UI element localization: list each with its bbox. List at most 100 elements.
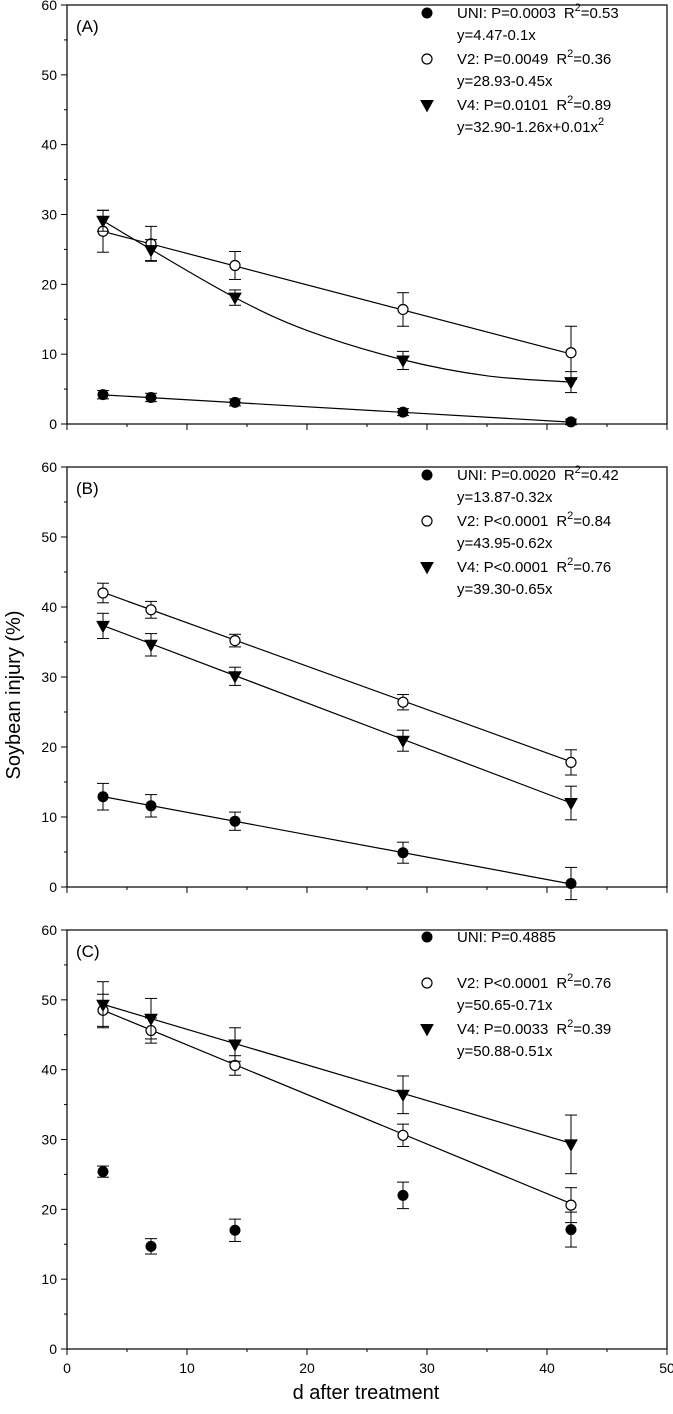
legend-marker-v2 [421,53,433,65]
data-point-uni [97,389,109,401]
fit-line-v4 [102,220,572,383]
y-tick-label: 60 [41,922,57,938]
data-point-uni [145,1240,157,1252]
fit-line-v2 [102,591,572,763]
y-tick-label: 0 [49,879,57,895]
x-tick-label: 20 [299,1360,315,1376]
data-point-v4 [228,671,242,684]
data-point-uni [145,391,157,403]
legend-text-v2: V2: P<0.0001 R2=0.84 [457,510,611,530]
y-tick-label: 60 [41,0,57,13]
data-point-v4 [96,215,110,229]
data-point-uni [229,396,241,408]
x-tick-label: 10 [179,1360,195,1376]
data-point-v2 [229,634,241,647]
fit-line-v4 [102,1003,572,1144]
data-point-v4 [144,639,158,653]
data-point-v4 [396,735,410,749]
data-point-v2 [565,347,577,359]
x-tick-label: 40 [539,1360,555,1376]
legend-marker-uni [421,931,433,943]
legend-marker-v4 [420,562,434,575]
fit-line-v4 [102,624,572,804]
data-point-v4 [396,355,410,368]
legend-text-v2: V2: P<0.0001 R2=0.76 [457,972,611,992]
legend-equation-v4: y=32.90-1.26x+0.01x2 [457,116,604,136]
legend-marker-uni [421,469,433,481]
legend-text-v4: V4: P=0.0033 R2=0.39 [457,1018,611,1038]
data-point-uni [397,406,409,418]
data-point-v2 [97,587,109,599]
plot-frame [66,466,668,888]
data-point-uni [97,791,109,803]
legend-equation-v4: y=39.30-0.65x [457,581,553,598]
x-tick-label: 30 [419,1360,435,1376]
fit-line-uni [102,394,572,423]
legend-marker-v2 [421,515,433,527]
y-tick-label: 10 [41,809,57,825]
data-point-v4 [144,245,158,258]
legend-text-v4: V4: P<0.0001 R2=0.76 [457,556,611,576]
x-tick-label: 50 [659,1360,673,1376]
fit-line-v2 [102,230,572,355]
legend-marker-v2 [421,977,433,989]
legend-marker-v4 [420,1024,434,1037]
y-tick-label: 40 [41,599,57,615]
legend-equation-uni: y=4.47-0.1x [457,27,536,44]
data-point-v2 [397,696,409,708]
legend-equation-v4: y=50.88-0.51x [457,1043,553,1060]
data-point-uni [565,878,577,889]
data-point-v2 [397,1129,409,1141]
y-tick-label: 20 [41,276,57,292]
data-point-v4 [564,798,578,811]
legend-marker-v4 [420,100,434,113]
data-point-uni [145,800,157,812]
y-tick-label: 30 [41,1132,57,1148]
y-tick-label: 20 [41,1201,57,1217]
y-tick-label: 20 [41,739,57,755]
data-point-v4 [396,1089,410,1103]
y-tick-label: 50 [41,67,57,83]
legend-equation-v2: y=43.95-0.62x [457,535,553,552]
legend-marker-uni [421,7,433,19]
data-point-v4 [228,292,242,305]
data-point-uni [565,416,577,428]
data-point-uni [397,847,409,859]
data-point-v4 [96,620,110,634]
panel-b: 0 10 20 30 40 50 60 (B) UNI: P=0.0020 R2=0.42 y=13… [41,459,668,901]
data-point-v4 [144,1013,158,1027]
data-point-uni [229,815,241,827]
x-axis-label: d after treatment [293,1382,440,1404]
y-tick-label: 50 [41,992,57,1008]
data-point-v2 [565,1199,577,1211]
fit-line-v2 [102,1009,572,1205]
y-tick-label: 0 [49,1341,57,1357]
y-tick-label: 60 [41,459,57,475]
y-axis-label: Soybean injury (%) [3,611,25,780]
panel-label: (B) [76,479,99,498]
y-tick-label: 30 [41,669,57,685]
legend-equation-uni: y=13.87-0.32x [457,489,553,506]
data-point-uni [229,1224,241,1236]
data-point-v4 [228,1039,242,1052]
y-tick-label: 40 [41,1062,57,1078]
legend-text-v4: V4: P=0.0101 R2=0.89 [457,94,611,114]
y-tick-label: 30 [41,207,57,223]
legend-text-uni: UNI: P=0.4885 [457,929,556,946]
data-point-uni [97,1166,109,1178]
data-point-v4 [564,1139,578,1152]
data-point-uni [565,1224,577,1236]
legend-equation-v2: y=50.65-0.71x [457,997,553,1014]
legend-text-v2: V2: P=0.0049 R2=0.36 [457,48,611,68]
panel-c: 0 10 20 30 40 50 60 0 10 20 30 40 50 (C) UNI: P=0.4885… [41,922,673,1376]
y-tick-label: 10 [41,1271,57,1287]
y-tick-label: 50 [41,529,57,545]
legend-text-uni: UNI: P=0.0003 R2=0.53 [457,2,619,22]
panel-label: (C) [76,942,100,961]
data-point-v4 [564,377,578,390]
y-tick-label: 40 [41,137,57,153]
data-point-uni [397,1189,409,1201]
y-tick-label: 10 [41,346,57,362]
data-point-v4 [96,999,110,1013]
